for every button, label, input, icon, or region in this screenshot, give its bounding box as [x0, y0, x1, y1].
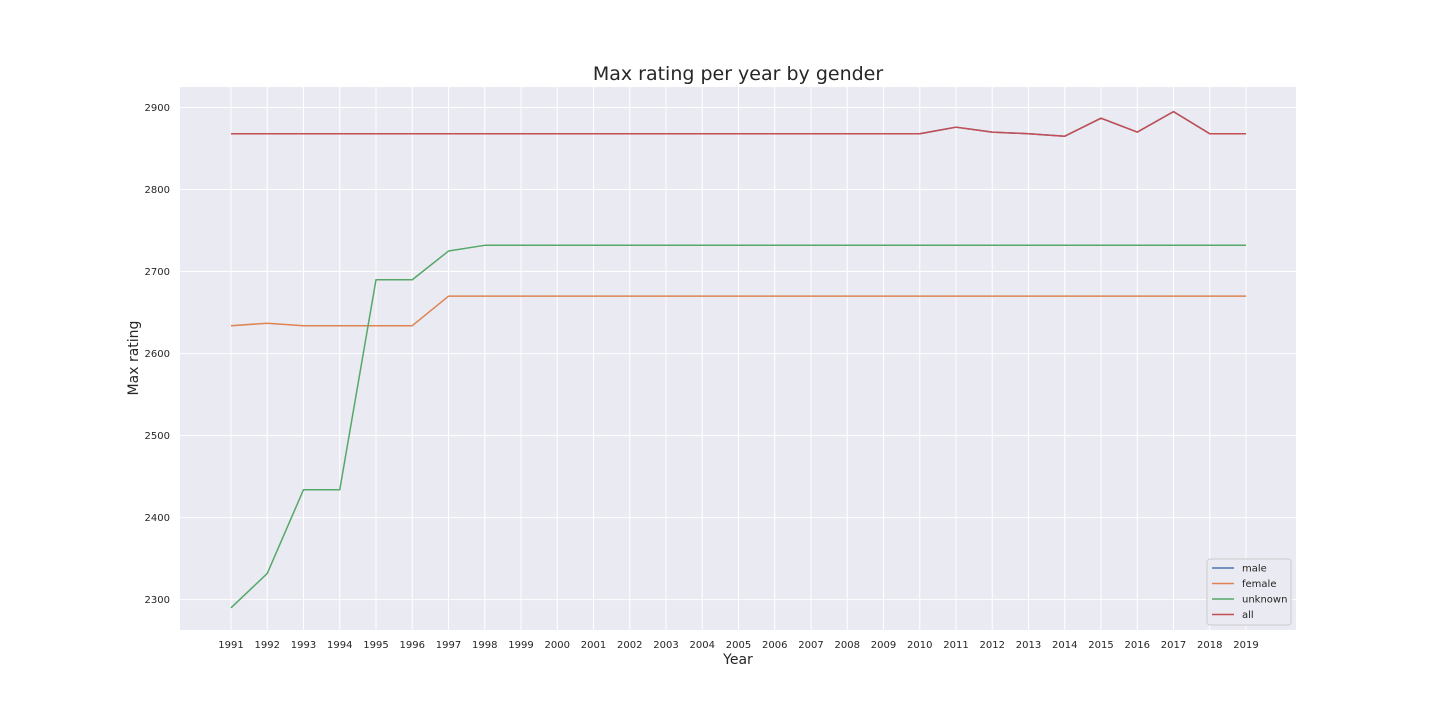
x-tick-label: 1995	[363, 640, 388, 651]
series-line-all	[231, 110, 1246, 137]
x-tick-label: 1992	[255, 640, 280, 651]
x-tick-label: 1993	[291, 640, 316, 651]
legend-box	[1206, 558, 1292, 626]
series-line-female	[230, 295, 1246, 327]
y-tick-label: 2400	[145, 513, 170, 524]
x-tick-label: 2016	[1125, 640, 1150, 651]
x-tick-label: 2010	[907, 640, 932, 651]
x-tick-label: 2011	[943, 640, 968, 651]
x-tick-label: 2004	[690, 640, 715, 651]
legend-label-unknown: unknown	[1242, 595, 1287, 606]
x-tick-label: 2018	[1197, 640, 1222, 651]
x-tick-label: 2014	[1052, 640, 1077, 651]
x-tick-label: 2013	[1016, 640, 1041, 651]
x-tick-label: 2000	[545, 640, 570, 651]
x-tick-label: 2003	[653, 640, 678, 651]
series-line-unknown	[230, 244, 1246, 609]
y-tick-label: 2600	[145, 349, 170, 360]
grid-lines	[180, 87, 1296, 630]
x-tick-label: 2019	[1233, 640, 1258, 651]
x-tick-label: 2008	[835, 640, 860, 651]
x-tick-label: 1998	[472, 640, 497, 651]
y-tick-label: 2500	[145, 431, 170, 442]
x-tick-label: 1991	[218, 640, 243, 651]
y-axis-title: Max rating	[126, 321, 142, 396]
x-tick-label: 1994	[327, 640, 352, 651]
legend-label-male: male	[1242, 564, 1267, 575]
x-axis-title: Year	[722, 652, 753, 668]
x-tick-label: 2012	[980, 640, 1005, 651]
x-tick-label: 1999	[508, 640, 533, 651]
y-tick-label: 2900	[145, 103, 170, 114]
x-tick-label: 1996	[400, 640, 425, 651]
chart-title: Max rating per year by gender	[593, 63, 884, 85]
series-lines	[230, 110, 1246, 609]
legend: male female unknown all	[1206, 558, 1292, 626]
y-tick-labels: 2300 2400 2500 2600 2700 2800 2900	[145, 103, 170, 606]
legend-label-female: female	[1242, 579, 1276, 590]
x-tick-label: 2001	[581, 640, 606, 651]
y-tick-label: 2700	[145, 267, 170, 278]
x-tick-label: 1997	[436, 640, 461, 651]
x-tick-label: 2005	[726, 640, 751, 651]
y-tick-label: 2800	[145, 185, 170, 196]
x-tick-label: 2015	[1088, 640, 1113, 651]
x-tick-label: 2009	[871, 640, 896, 651]
x-tick-label: 2002	[617, 640, 642, 651]
y-tick-label: 2300	[145, 595, 170, 606]
legend-label-all: all	[1242, 610, 1254, 621]
x-tick-labels: 1991 1992 1993 1994 1995 1996 1997 1998 1999 2000…	[218, 640, 1258, 651]
x-tick-label: 2017	[1161, 640, 1186, 651]
x-tick-label: 2006	[762, 640, 787, 651]
x-tick-label: 2007	[798, 640, 823, 651]
